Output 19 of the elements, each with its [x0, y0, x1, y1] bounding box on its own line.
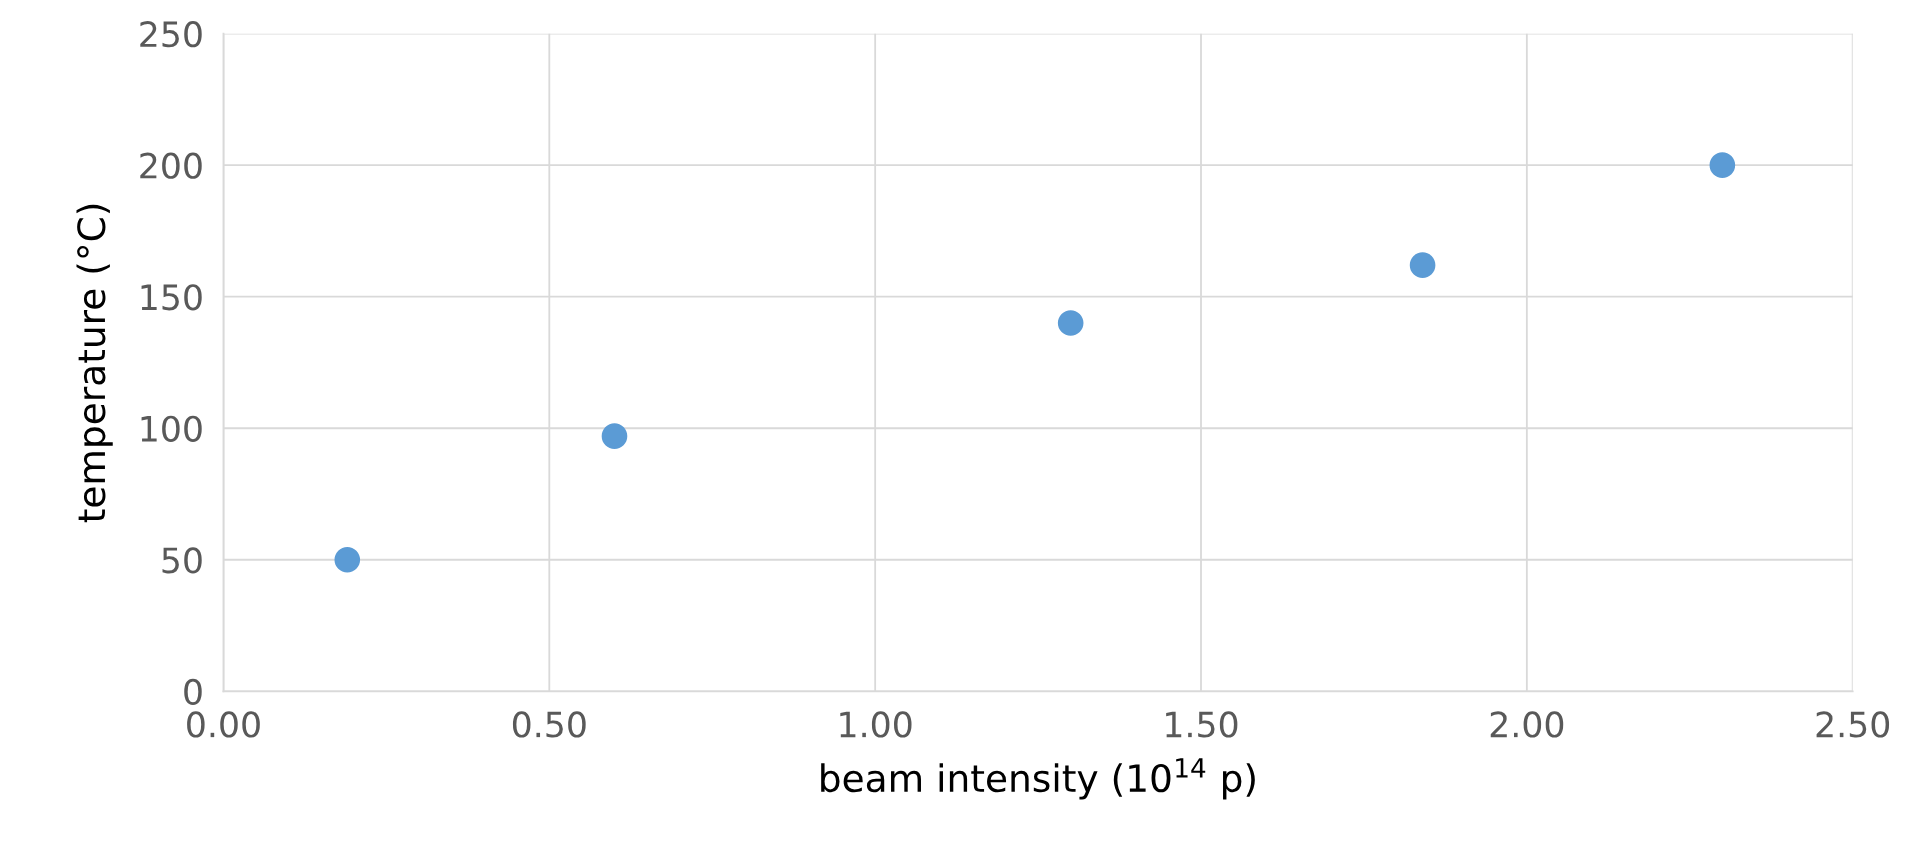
point [1709, 152, 1736, 178]
y-tick-label: 200 [140, 152, 202, 179]
x-axis-title: beam intensity (10$^{14}$ p) [821, 758, 1255, 800]
y-tick-label: 250 [140, 21, 202, 48]
y-tick-label: 100 [141, 415, 202, 442]
point [601, 423, 628, 449]
x-tick-label: 2.50 [1816, 711, 1890, 738]
point [1057, 310, 1084, 336]
y-tick-label: 0 [184, 678, 202, 705]
x-tick-label: 1.50 [1166, 711, 1238, 738]
y-tick-label: 50 [162, 547, 202, 574]
point [1409, 252, 1436, 278]
point [334, 546, 361, 573]
x-tick-label: 2.00 [1490, 711, 1564, 738]
x-tick-label: 1.00 [840, 711, 912, 738]
x-tick-label: 0.00 [187, 711, 260, 738]
x-tick-label: 0.50 [512, 711, 586, 738]
y-tick-label: 150 [141, 284, 202, 311]
y-axis-title: temperature (°C) [76, 204, 113, 523]
